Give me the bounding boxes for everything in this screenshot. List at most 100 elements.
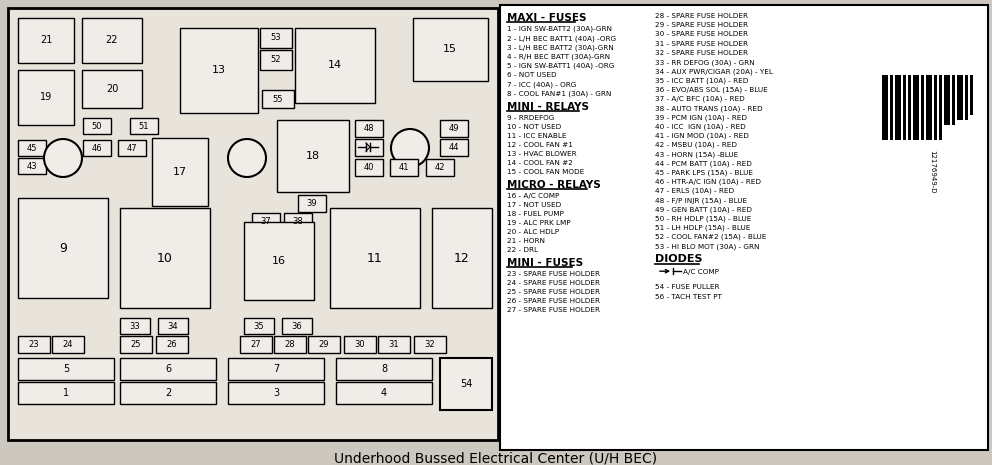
Text: 53: 53	[271, 33, 282, 42]
Text: 44: 44	[448, 142, 459, 152]
Text: 39 - PCM IGN (10A) - RED: 39 - PCM IGN (10A) - RED	[655, 114, 747, 121]
Text: 33 - RR DEFOG (30A) - GRN: 33 - RR DEFOG (30A) - GRN	[655, 59, 755, 66]
Text: 55: 55	[273, 94, 284, 104]
Bar	[413, 18, 488, 81]
Bar	[156, 336, 188, 353]
Text: MICRO - RELAYS: MICRO - RELAYS	[507, 179, 601, 190]
Text: 11: 11	[367, 252, 383, 265]
Bar	[260, 50, 292, 70]
Text: MINI - RELAYS: MINI - RELAYS	[507, 101, 589, 112]
Bar	[903, 75, 906, 140]
Text: 43 - HORN (15A) -BLUE: 43 - HORN (15A) -BLUE	[655, 151, 738, 158]
Bar	[152, 138, 208, 206]
Text: 52: 52	[271, 55, 282, 65]
Bar	[882, 75, 888, 140]
Text: 13 - HVAC BLOWER: 13 - HVAC BLOWER	[507, 151, 576, 157]
Bar	[120, 318, 150, 334]
Text: 20: 20	[106, 84, 118, 94]
Bar	[228, 358, 324, 380]
Bar	[130, 118, 158, 134]
Bar	[18, 382, 114, 404]
Text: 14: 14	[328, 60, 342, 70]
Text: 46 - HTR-A/C IGN (10A) - RED: 46 - HTR-A/C IGN (10A) - RED	[655, 179, 761, 185]
Bar	[240, 336, 272, 353]
Bar	[83, 118, 111, 134]
Text: 44 - PCM BATT (10A) - RED: 44 - PCM BATT (10A) - RED	[655, 160, 752, 166]
Bar	[282, 318, 312, 334]
Text: 18: 18	[306, 151, 320, 161]
Text: 17: 17	[173, 167, 187, 177]
Bar	[970, 75, 973, 115]
Text: 9: 9	[60, 241, 66, 254]
Text: 2: 2	[165, 388, 172, 398]
Bar	[228, 382, 324, 404]
Circle shape	[44, 139, 82, 177]
Text: 3: 3	[273, 388, 279, 398]
Bar	[355, 159, 383, 176]
Text: 38 - AUTO TRANS (10A) - RED: 38 - AUTO TRANS (10A) - RED	[655, 105, 763, 112]
Text: 33: 33	[130, 321, 141, 331]
Text: 4 - R/H BEC BATT (30A)-GRN: 4 - R/H BEC BATT (30A)-GRN	[507, 53, 610, 60]
Bar	[120, 208, 210, 308]
Bar	[295, 28, 375, 103]
Text: 8: 8	[381, 364, 387, 374]
Text: 41: 41	[399, 162, 410, 172]
Bar	[82, 18, 142, 63]
Text: 53 - HI BLO MOT (30A) - GRN: 53 - HI BLO MOT (30A) - GRN	[655, 243, 760, 250]
Bar	[414, 336, 446, 353]
Text: 36: 36	[292, 321, 303, 331]
Bar	[277, 120, 349, 192]
Text: 34 - AUX PWR/CIGAR (20A) - YEL: 34 - AUX PWR/CIGAR (20A) - YEL	[655, 68, 773, 75]
Text: 12176949-D: 12176949-D	[929, 150, 935, 193]
Text: 29: 29	[318, 339, 329, 348]
Text: 23 - SPARE FUSE HOLDER: 23 - SPARE FUSE HOLDER	[507, 271, 600, 277]
Text: 48 - F/P INJR (15A) - BLUE: 48 - F/P INJR (15A) - BLUE	[655, 197, 747, 204]
Bar	[921, 75, 924, 140]
Bar	[18, 336, 50, 353]
Text: 5 - IGN SW-BATT1 (40A) -ORG: 5 - IGN SW-BATT1 (40A) -ORG	[507, 63, 614, 69]
Text: 29 - SPARE FUSE HOLDER: 29 - SPARE FUSE HOLDER	[655, 22, 748, 28]
Bar	[244, 222, 314, 300]
Text: 16: 16	[272, 256, 286, 266]
Text: 45 - PARK LPS (15A) - BLUE: 45 - PARK LPS (15A) - BLUE	[655, 169, 753, 176]
Bar	[18, 358, 114, 380]
Bar	[244, 318, 274, 334]
Bar	[330, 208, 420, 308]
Text: 22: 22	[106, 35, 118, 45]
Bar	[18, 140, 46, 156]
Text: 40: 40	[364, 162, 374, 172]
Text: 13: 13	[212, 65, 226, 75]
Bar	[8, 8, 498, 440]
Circle shape	[228, 139, 266, 177]
Text: 10: 10	[157, 252, 173, 265]
Bar	[180, 28, 258, 113]
Text: 42 - MSBU (10A) - RED: 42 - MSBU (10A) - RED	[655, 142, 737, 148]
Bar	[120, 382, 216, 404]
Bar	[926, 75, 932, 140]
Text: 28 - SPARE FUSE HOLDER: 28 - SPARE FUSE HOLDER	[655, 13, 748, 19]
Text: 7: 7	[273, 364, 279, 374]
Text: 47: 47	[127, 144, 137, 153]
Text: 8 - COOL FAN#1 (30A) - GRN: 8 - COOL FAN#1 (30A) - GRN	[507, 90, 611, 97]
Text: 7 - ICC (40A) - ORG: 7 - ICC (40A) - ORG	[507, 81, 576, 88]
Text: 35: 35	[254, 321, 264, 331]
Text: 30 - SPARE FUSE HOLDER: 30 - SPARE FUSE HOLDER	[655, 32, 748, 37]
Bar	[913, 75, 919, 140]
Text: 35 - ICC BATT (10A) - RED: 35 - ICC BATT (10A) - RED	[655, 77, 748, 84]
Text: 54 - FUSE PULLER: 54 - FUSE PULLER	[655, 284, 719, 290]
Bar	[895, 75, 901, 140]
Text: 47 - ERLS (10A) - RED: 47 - ERLS (10A) - RED	[655, 188, 734, 194]
Text: 17 - NOT USED: 17 - NOT USED	[507, 202, 561, 207]
Bar	[500, 5, 988, 450]
Bar	[952, 75, 955, 125]
Bar	[120, 358, 216, 380]
Text: 16 - A/C COMP: 16 - A/C COMP	[507, 193, 559, 199]
Text: 31 - SPARE FUSE HOLDER: 31 - SPARE FUSE HOLDER	[655, 40, 748, 46]
Text: 27: 27	[251, 339, 261, 348]
Bar	[336, 358, 432, 380]
Bar	[82, 70, 142, 108]
Text: 18 - FUEL PUMP: 18 - FUEL PUMP	[507, 211, 563, 217]
Text: 24 - SPARE FUSE HOLDER: 24 - SPARE FUSE HOLDER	[507, 279, 600, 286]
Text: 3 - L/H BEC BATT2 (30A)-GRN: 3 - L/H BEC BATT2 (30A)-GRN	[507, 44, 614, 51]
Bar	[426, 159, 454, 176]
